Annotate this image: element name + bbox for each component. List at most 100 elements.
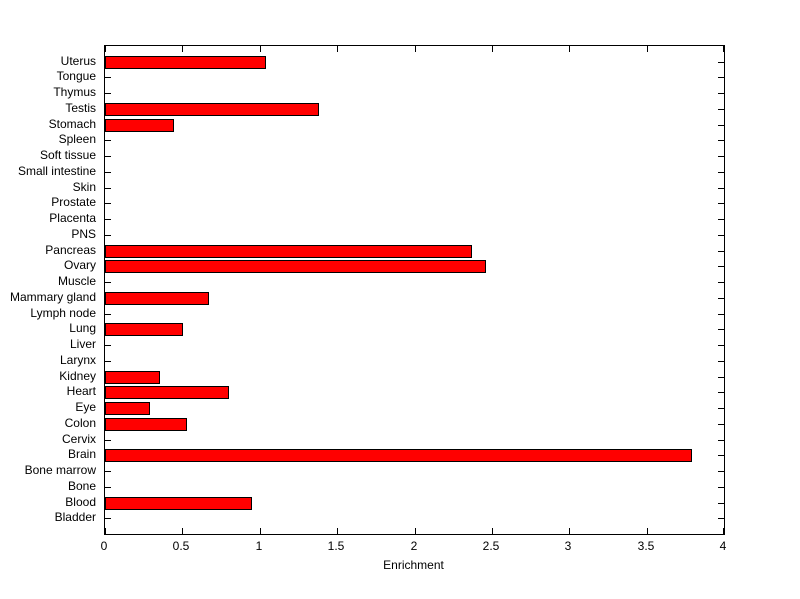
y-label-eye: Eye [75, 400, 96, 414]
y-tick-liver [105, 345, 111, 346]
y-tick-right-testis [718, 109, 724, 110]
x-tick-top-2 [415, 46, 416, 52]
y-tick-right-small-intestine [718, 172, 724, 173]
x-tick-0 [105, 528, 106, 534]
y-tick-right-larynx [718, 361, 724, 362]
y-label-testis: Testis [65, 101, 96, 115]
x-tick-label-1: 1 [255, 539, 263, 553]
y-label-placenta: Placenta [49, 211, 96, 225]
y-label-uterus: Uterus [60, 54, 96, 68]
y-tick-tongue [105, 77, 111, 78]
y-label-spleen: Spleen [58, 132, 96, 146]
x-tick-2 [415, 528, 416, 534]
y-label-prostate: Prostate [51, 195, 96, 209]
x-tick-top-0 [105, 46, 106, 52]
x-tick-2.5 [492, 528, 493, 534]
y-tick-right-stomach [718, 125, 724, 126]
y-label-blood: Blood [65, 495, 96, 509]
y-tick-right-blood [718, 503, 724, 504]
x-tick-label-0.5: 0.5 [172, 539, 190, 553]
y-label-soft-tissue: Soft tissue [39, 148, 96, 162]
y-label-brain: Brain [67, 447, 96, 461]
x-tick-label-3: 3 [564, 539, 572, 553]
bar-colon [105, 418, 187, 431]
y-label-mammary-gland: Mammary gland [9, 290, 96, 304]
y-tick-skin [105, 188, 111, 189]
y-tick-lymph-node [105, 314, 111, 315]
y-tick-right-spleen [718, 140, 724, 141]
bar-blood [105, 497, 252, 510]
y-label-lung: Lung [69, 321, 96, 335]
bar-heart [105, 386, 229, 399]
y-tick-right-cervix [718, 440, 724, 441]
y-tick-right-heart [718, 392, 724, 393]
y-label-stomach: Stomach [48, 117, 96, 131]
x-tick-4 [723, 528, 724, 534]
y-tick-soft-tissue [105, 156, 111, 157]
y-tick-right-lung [718, 329, 724, 330]
x-tick-3 [569, 528, 570, 534]
y-tick-spleen [105, 140, 111, 141]
x-tick-top-1 [260, 46, 261, 52]
y-tick-bone [105, 487, 111, 488]
bar-kidney [105, 371, 160, 384]
y-tick-cervix [105, 440, 111, 441]
x-tick-top-4 [723, 46, 724, 52]
y-tick-right-uterus [718, 62, 724, 63]
x-tick-label-3.5: 3.5 [637, 539, 655, 553]
x-tick-top-2.5 [492, 46, 493, 52]
y-label-muscle: Muscle [57, 274, 96, 288]
y-tick-right-bone [718, 487, 724, 488]
y-tick-right-thymus [718, 93, 724, 94]
y-tick-right-prostate [718, 203, 724, 204]
bar-eye [105, 402, 150, 415]
y-tick-small-intestine [105, 172, 111, 173]
y-tick-right-skin [718, 188, 724, 189]
y-label-lymph-node: Lymph node [30, 306, 96, 320]
x-tick-1 [260, 528, 261, 534]
bar-uterus [105, 56, 266, 69]
x-tick-1.5 [337, 528, 338, 534]
y-label-pns: PNS [71, 227, 96, 241]
bar-lung [105, 323, 183, 336]
x-tick-label-0: 0 [100, 539, 108, 553]
y-label-larynx: Larynx [59, 353, 96, 367]
y-tick-muscle [105, 282, 111, 283]
x-tick-label-2: 2 [410, 539, 418, 553]
y-tick-right-placenta [718, 219, 724, 220]
y-tick-right-pancreas [718, 251, 724, 252]
y-label-small-intestine: Small intestine [17, 164, 96, 178]
bar-testis [105, 103, 319, 116]
y-label-thymus: Thymus [53, 85, 96, 99]
y-tick-right-liver [718, 345, 724, 346]
y-label-liver: Liver [69, 337, 96, 351]
y-label-heart: Heart [66, 384, 96, 398]
y-label-tongue: Tongue [56, 69, 96, 83]
y-tick-bone-marrow [105, 471, 111, 472]
y-tick-right-eye [718, 408, 724, 409]
y-tick-right-lymph-node [718, 314, 724, 315]
y-label-bone: Bone [67, 479, 96, 493]
y-tick-right-mammary-gland [718, 298, 724, 299]
y-tick-right-soft-tissue [718, 156, 724, 157]
y-tick-bladder [105, 518, 111, 519]
y-label-kidney: Kidney [59, 369, 96, 383]
y-tick-thymus [105, 93, 111, 94]
y-tick-right-tongue [718, 77, 724, 78]
y-tick-right-muscle [718, 282, 724, 283]
bar-mammary-gland [105, 292, 209, 305]
y-label-ovary: Ovary [63, 258, 96, 272]
x-tick-label-1.5: 1.5 [327, 539, 345, 553]
x-axis-title: Enrichment [383, 558, 444, 572]
x-tick-top-0.5 [182, 46, 183, 52]
y-label-skin: Skin [72, 180, 96, 194]
y-tick-right-brain [718, 455, 724, 456]
y-label-colon: Colon [64, 416, 96, 430]
x-tick-0.5 [182, 528, 183, 534]
x-tick-top-3 [569, 46, 570, 52]
y-tick-prostate [105, 203, 111, 204]
y-tick-right-pns [718, 235, 724, 236]
y-tick-pns [105, 235, 111, 236]
y-tick-right-ovary [718, 266, 724, 267]
x-tick-top-3.5 [647, 46, 648, 52]
